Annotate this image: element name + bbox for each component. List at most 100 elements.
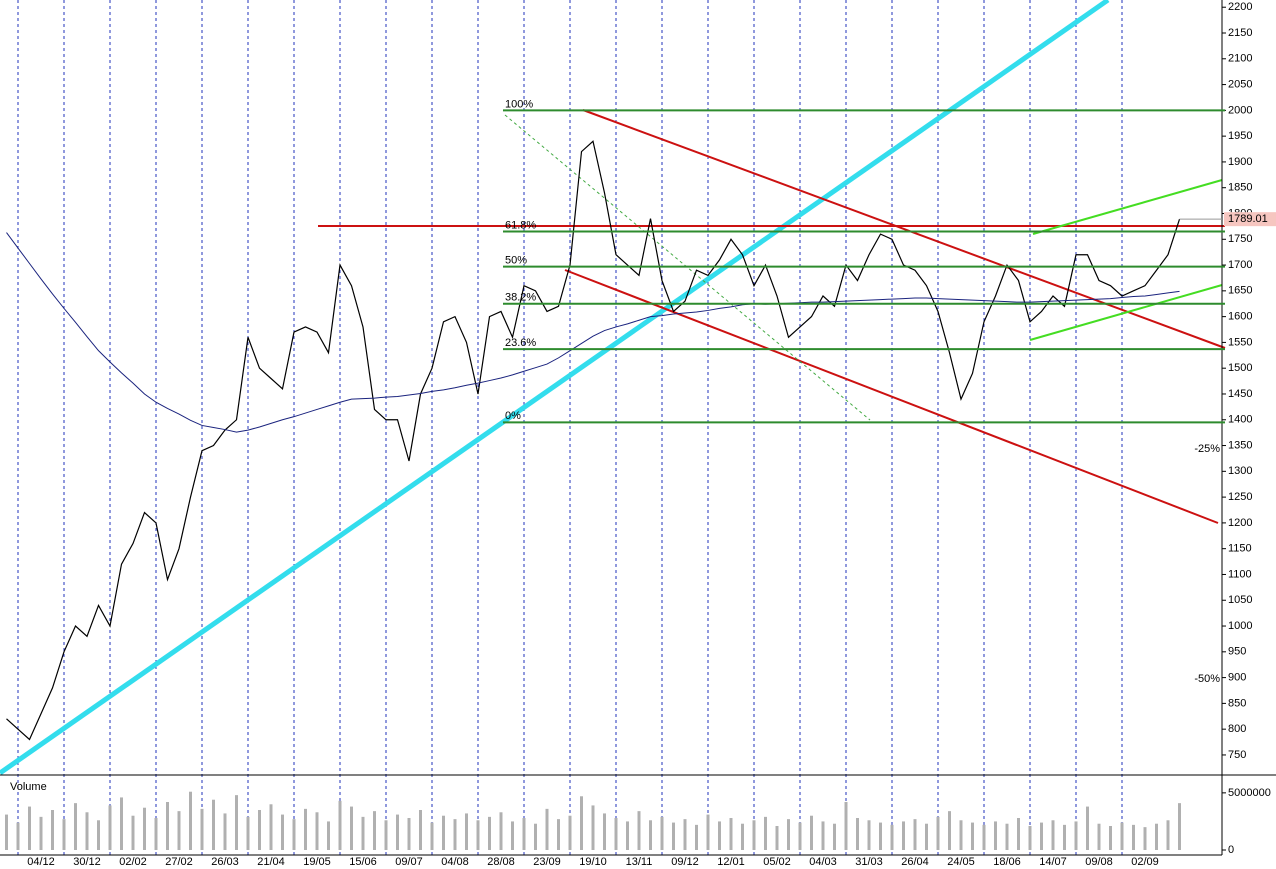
volume-bar: [856, 818, 859, 850]
volume-bar: [120, 797, 123, 850]
volume-bar: [131, 815, 135, 850]
volume-bar: [166, 802, 169, 850]
y-tick-label: 2000: [1228, 104, 1252, 116]
moving-average: [6, 232, 1180, 433]
volume-bar: [235, 795, 238, 850]
x-tick-label: 09/12: [671, 856, 699, 868]
x-tick-label: 15/06: [349, 856, 377, 868]
volume-bar: [1063, 824, 1066, 850]
y-tick-label: 800: [1228, 723, 1246, 735]
y-tick-label: 2100: [1228, 53, 1252, 65]
x-tick-label: 24/05: [947, 856, 975, 868]
volume-bar: [833, 823, 836, 850]
volume-bar: [764, 816, 767, 850]
x-tick-label: 21/04: [257, 856, 285, 868]
fib-label: 50%: [505, 255, 527, 267]
y-tick-label: 5000000: [1228, 787, 1271, 799]
y-tick-label: 1700: [1228, 259, 1252, 271]
volume-bar: [890, 824, 894, 850]
volume-bar: [327, 821, 330, 850]
volume-bar: [499, 812, 503, 850]
x-tick-label: 27/02: [165, 856, 193, 868]
fib-diagonal: [504, 114, 871, 421]
y-tick-label: 1150: [1228, 543, 1252, 555]
volume-bar: [28, 806, 31, 850]
volume-bar: [798, 822, 802, 850]
x-tick-label: 19/10: [579, 856, 607, 868]
x-tick-label: 18/06: [993, 856, 1021, 868]
plot: [5, 140, 1181, 850]
volume-bar: [844, 802, 848, 850]
volume-bar: [281, 814, 284, 850]
volume-bar: [396, 814, 399, 850]
y-tick-label: 1450: [1228, 388, 1252, 400]
volume-bar: [442, 815, 445, 850]
volume-bar: [591, 805, 595, 850]
y-tick-label: 2200: [1228, 1, 1252, 13]
volume-bar: [718, 821, 721, 850]
percent-label: -50%: [1194, 673, 1220, 685]
volume-bar: [683, 819, 687, 850]
x-tick-label: 09/07: [395, 856, 423, 868]
x-tick-label: 04/03: [809, 856, 837, 868]
volume-bar: [867, 820, 871, 850]
channel-line: [564, 269, 1219, 524]
volume-bar: [488, 816, 491, 850]
fib-label: 0%: [505, 410, 521, 422]
volume-bar: [315, 812, 319, 850]
volume-bar: [189, 791, 192, 850]
x-tick-label: 09/08: [1085, 856, 1113, 868]
percent-label: -25%: [1194, 443, 1220, 455]
volume-bar: [1143, 827, 1147, 850]
volume-bar: [476, 820, 480, 850]
volume-bar: [1155, 823, 1158, 850]
volume-bar: [465, 813, 468, 850]
volume-bar: [1028, 826, 1032, 850]
x-tick-label: 31/03: [855, 856, 883, 868]
y-tick-label: 0: [1228, 844, 1234, 856]
volume-bar: [269, 804, 273, 850]
volume-bar: [74, 803, 77, 850]
volume-bar: [1040, 822, 1043, 850]
y-tick-label: 2050: [1228, 78, 1252, 90]
y-tick-label: 1650: [1228, 285, 1252, 297]
volume-bar: [258, 810, 261, 850]
volume-bar: [39, 816, 43, 850]
volume-bar: [1166, 820, 1170, 850]
volume-bar: [407, 818, 411, 850]
x-tick-label: 23/09: [533, 856, 561, 868]
volume-bar: [292, 819, 296, 850]
volume-bar: [1051, 820, 1055, 850]
y-tick-label: 850: [1228, 697, 1246, 709]
volume-bar: [430, 822, 434, 850]
y-tick-label: 750: [1228, 749, 1246, 761]
volume-bar: [660, 816, 664, 850]
volume-bar: [51, 810, 54, 850]
fib-label: 23.6%: [505, 337, 536, 349]
y-tick-label: 1600: [1228, 311, 1252, 323]
volume-bar: [1109, 826, 1112, 850]
grid: [17, 0, 1123, 855]
volume-bar: [902, 821, 905, 850]
volume-bar: [637, 811, 641, 850]
y-tick-label: 1550: [1228, 336, 1252, 348]
y-tick-label: 1350: [1228, 439, 1252, 451]
volume-bar: [1178, 803, 1181, 850]
volume-bar: [545, 808, 549, 850]
volume-bar: [695, 824, 698, 850]
volume-bar: [936, 816, 940, 850]
fib-label: 100%: [505, 98, 533, 110]
volume-bar: [1120, 822, 1124, 850]
volume-bar: [373, 811, 376, 850]
volume-bar: [706, 814, 710, 850]
volume-bar: [143, 807, 146, 850]
y-tick-label: 1000: [1228, 620, 1252, 632]
volume-bar: [62, 819, 66, 850]
volume-bar: [1086, 806, 1089, 850]
x-tick-label: 26/03: [211, 856, 239, 868]
x-tick-label: 30/12: [73, 856, 101, 868]
volume-bar: [1132, 824, 1135, 850]
y-tick-label: 1400: [1228, 414, 1252, 426]
volume-bar: [741, 823, 744, 850]
